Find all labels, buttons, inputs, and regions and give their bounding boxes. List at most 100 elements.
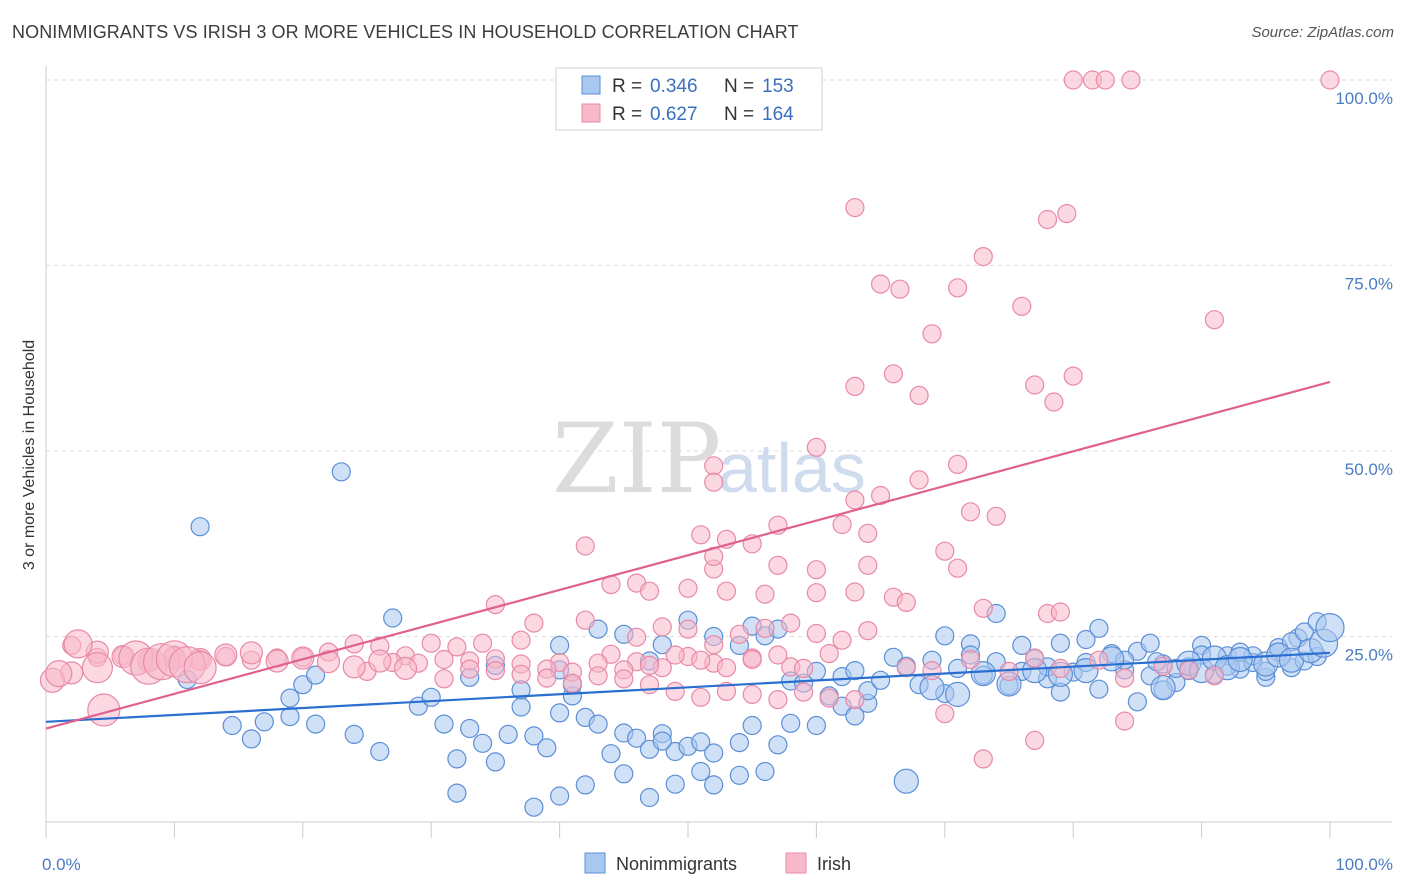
nonimmigrants-point-55 bbox=[704, 775, 724, 795]
irish-point-133 bbox=[614, 669, 634, 689]
irish-point-38 bbox=[768, 555, 788, 575]
nonimmigrants-point-43 bbox=[781, 713, 801, 733]
trend-lines bbox=[45, 380, 1331, 730]
nonimmigrants-point-1 bbox=[331, 462, 351, 482]
nonimmigrants-point-42 bbox=[768, 735, 788, 755]
nonimmigrants-point-29 bbox=[588, 714, 608, 734]
source-label: Source: ZipAtlas.com bbox=[1251, 24, 1394, 41]
irish-point-80 bbox=[896, 658, 916, 678]
irish-point-136 bbox=[691, 687, 711, 707]
irish-point-153 bbox=[214, 643, 238, 667]
irish-point-12 bbox=[1012, 296, 1032, 316]
nonimmigrants-point-161 bbox=[1315, 612, 1345, 643]
y-tick-label-2: 50.0% bbox=[1345, 460, 1393, 479]
irish-point-13 bbox=[1204, 310, 1225, 330]
irish-point-59 bbox=[575, 610, 595, 630]
nonimmigrants-point-126 bbox=[1140, 633, 1160, 653]
irish-point-6 bbox=[1037, 209, 1058, 230]
legend-r-value-2: 0.627 bbox=[650, 104, 698, 125]
irish-point-24 bbox=[704, 472, 724, 492]
irish-point-84 bbox=[1025, 648, 1045, 668]
nonimmigrants-point-53 bbox=[665, 774, 685, 794]
irish-point-50 bbox=[806, 583, 827, 603]
irish-point-142 bbox=[845, 689, 865, 710]
nonimmigrants-point-155 bbox=[1227, 646, 1253, 673]
nonimmigrants-point-16 bbox=[421, 687, 441, 707]
nonimmigrants-point-17 bbox=[447, 749, 467, 769]
irish-point-18 bbox=[909, 385, 929, 405]
legend-n-label-2: N = bbox=[724, 104, 754, 125]
irish-point-140 bbox=[793, 682, 814, 702]
irish-point-36 bbox=[575, 536, 595, 556]
irish-point-62 bbox=[678, 619, 698, 639]
irish-point-82 bbox=[960, 649, 981, 670]
nonimmigrants-point-120 bbox=[1012, 635, 1032, 656]
irish-point-42 bbox=[947, 558, 968, 578]
legend-n-label-1: N = bbox=[724, 76, 754, 97]
nonimmigrants-point-12 bbox=[344, 724, 364, 745]
nonimmigrants-point-3 bbox=[280, 688, 300, 708]
irish-point-108 bbox=[434, 649, 454, 670]
nonimmigrants-point-54 bbox=[691, 761, 711, 782]
irish-point-138 bbox=[742, 684, 762, 705]
nonimmigrants-point-52 bbox=[639, 787, 660, 808]
irish-point-89 bbox=[1179, 660, 1199, 680]
nonimmigrants-point-7 bbox=[280, 706, 300, 727]
nonimmigrants-point-10 bbox=[254, 712, 274, 732]
irish-point-131 bbox=[562, 673, 583, 693]
series-legend: Nonimmigrants Irish bbox=[584, 852, 851, 874]
nonimmigrants-point-40 bbox=[729, 732, 750, 753]
nonimmigrants-point-50 bbox=[575, 775, 595, 795]
nonimmigrants-point-5 bbox=[306, 665, 326, 685]
irish-point-154 bbox=[239, 641, 263, 665]
irish-point-162 bbox=[45, 659, 73, 688]
irish-point-0 bbox=[1063, 70, 1083, 90]
irish-point-88 bbox=[1153, 656, 1173, 676]
irish-point-26 bbox=[870, 485, 891, 506]
irish-point-163 bbox=[63, 629, 93, 659]
nonimmigrants-point-129 bbox=[1127, 692, 1148, 712]
irish-point-127 bbox=[460, 659, 480, 679]
irish-point-22 bbox=[947, 454, 968, 474]
irish-point-70 bbox=[511, 630, 531, 650]
nonimmigrants-point-23 bbox=[524, 726, 544, 746]
irish-point-30 bbox=[832, 514, 852, 535]
irish-point-91 bbox=[421, 633, 441, 653]
irish-point-145 bbox=[1025, 730, 1045, 751]
irish-point-19 bbox=[1025, 375, 1045, 395]
watermark: ZIP atlas bbox=[552, 403, 866, 515]
nonimmigrants-point-143 bbox=[944, 681, 971, 708]
irish-point-32 bbox=[858, 523, 878, 544]
irish-point-47 bbox=[678, 578, 698, 598]
nonimmigrants-point-30 bbox=[601, 744, 621, 764]
irish-point-79 bbox=[819, 643, 839, 664]
bottom-swatch-nonimmigrants bbox=[584, 852, 606, 874]
irish-point-132 bbox=[588, 666, 608, 686]
nonimmigrants-point-19 bbox=[473, 733, 493, 753]
irish-point-130 bbox=[537, 668, 557, 688]
irish-point-158 bbox=[342, 655, 366, 679]
irish-point-61 bbox=[652, 617, 672, 637]
axes bbox=[45, 66, 1392, 838]
irish-point-10 bbox=[890, 279, 910, 299]
irish-point-129 bbox=[511, 664, 531, 684]
nonimmigrants-point-26 bbox=[549, 703, 570, 723]
irish-point-128 bbox=[485, 660, 505, 681]
irish-point-20 bbox=[1044, 392, 1064, 412]
irish-point-87 bbox=[1114, 668, 1135, 688]
nonimmigrants-point-49 bbox=[549, 786, 570, 806]
irish-point-15 bbox=[883, 364, 904, 384]
irish-point-27 bbox=[909, 470, 929, 490]
irish-point-33 bbox=[691, 525, 711, 545]
legend-r-label-1: R = bbox=[612, 76, 642, 97]
irish-point-139 bbox=[768, 689, 788, 710]
nonimmigrants-point-141 bbox=[893, 768, 919, 794]
irish-point-5 bbox=[845, 198, 865, 218]
irish-point-121 bbox=[768, 645, 788, 665]
irish-point-116 bbox=[639, 655, 660, 676]
chart-title: NONIMMIGRANTS VS IRISH 3 OR MORE VEHICLE… bbox=[12, 22, 799, 42]
y-tick-label-1: 75.0% bbox=[1345, 275, 1393, 294]
nonimmigrants-point-58 bbox=[447, 783, 467, 803]
irish-point-117 bbox=[665, 645, 685, 665]
nonimmigrants-point-57 bbox=[755, 761, 775, 782]
